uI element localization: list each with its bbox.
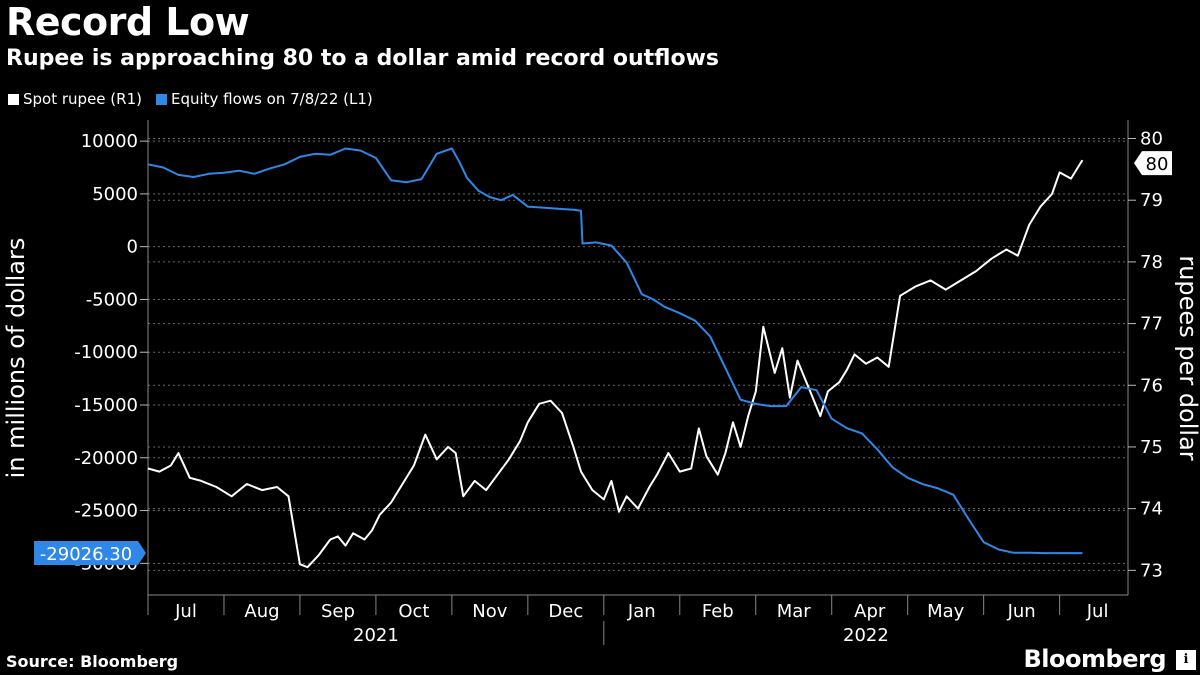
left-tick-label-1: 5000 <box>92 184 138 205</box>
left-tick-label-6: -20000 <box>74 448 138 469</box>
month-label-0: Jul <box>174 601 197 622</box>
info-icon[interactable]: ℹ <box>1176 650 1196 670</box>
legend-label-equity-flows: Equity flows on 7/8/22 (L1) <box>170 90 373 108</box>
x-axis-ticks: Jul Aug Sep Oct Nov Dec Jan Feb Mar Apr May Jun Jul 2… <box>147 595 1109 646</box>
month-label-1: Aug <box>244 601 279 622</box>
month-label-7: Feb <box>702 601 734 622</box>
legend: Spot rupee (R1) Equity flows on 7/8/22 (… <box>8 90 373 108</box>
series-line-spot-rupee <box>147 159 1084 569</box>
month-label-11: Jun <box>1007 601 1036 622</box>
month-label-4: Nov <box>472 601 507 622</box>
chart-subtitle: Rupee is approaching 80 to a dollar amid… <box>6 46 720 71</box>
bloomberg-logo: Bloomberg <box>1023 645 1167 673</box>
month-label-10: May <box>927 601 965 622</box>
left-tick-label-0: 10000 <box>81 131 138 152</box>
left-axis-title: in millions of dollars <box>2 238 30 479</box>
right-tick-label-5: 75 <box>1140 437 1163 458</box>
value-labels: 80 -29026.30 <box>34 151 1172 566</box>
right-tick-label-6: 74 <box>1140 499 1163 520</box>
left-tick-label-7: -25000 <box>74 501 138 522</box>
month-label-8: Mar <box>777 601 812 622</box>
year-label-0: 2021 <box>353 625 399 646</box>
last-value-badge-equity-flows <box>34 541 146 566</box>
left-axis-ticks: 1000050000-5000-10000-15000-20000-25000-… <box>74 131 148 574</box>
last-value-label-equity-flows: -29026.30 <box>34 541 146 566</box>
chart-title: Record Low <box>6 0 250 44</box>
month-label-5: Dec <box>548 601 583 622</box>
right-tick-label-3: 77 <box>1140 314 1163 335</box>
right-tick-label-2: 78 <box>1140 252 1163 273</box>
right-axis-ticks: 80 79 78 77 76 75 74 73 <box>1128 129 1163 581</box>
legend-item-spot-rupee[interactable]: Spot rupee (R1) <box>8 90 142 108</box>
series-line-equity-flows <box>147 147 1083 555</box>
left-tick-label-2: 0 <box>127 237 138 258</box>
legend-swatch-equity-flows <box>155 93 167 105</box>
last-value-label-spot-rupee: 80 <box>1134 151 1172 176</box>
last-value-badge-spot-rupee <box>1134 151 1172 176</box>
legend-swatch-spot-rupee <box>8 93 19 105</box>
legend-label-spot-rupee: Spot rupee (R1) <box>23 90 142 108</box>
legend-item-equity-flows[interactable]: Equity flows on 7/8/22 (L1) <box>155 90 373 108</box>
source-note: Source: Bloomberg <box>6 652 179 671</box>
right-tick-label-1: 79 <box>1140 190 1163 211</box>
month-label-6: Jan <box>627 601 656 622</box>
right-tick-label-0: 80 <box>1140 129 1163 150</box>
right-tick-label-4: 76 <box>1140 375 1163 396</box>
left-tick-label-5: -15000 <box>74 395 138 416</box>
right-tick-label-7: 73 <box>1140 560 1163 581</box>
month-label-2: Sep <box>321 601 355 622</box>
right-axis-title: rupees per dollar <box>1174 255 1200 460</box>
month-label-12: Jul <box>1086 601 1109 622</box>
last-value-text-equity-flows: -29026.30 <box>40 544 132 565</box>
left-tick-label-4: -10000 <box>74 342 138 363</box>
gridlines <box>147 120 1129 596</box>
month-label-9: Apr <box>854 601 886 622</box>
month-label-3: Oct <box>398 601 429 622</box>
series-layer <box>147 147 1084 569</box>
last-value-text-spot-rupee: 80 <box>1146 154 1169 175</box>
left-tick-label-3: -5000 <box>86 289 138 310</box>
year-label-1: 2022 <box>843 625 889 646</box>
